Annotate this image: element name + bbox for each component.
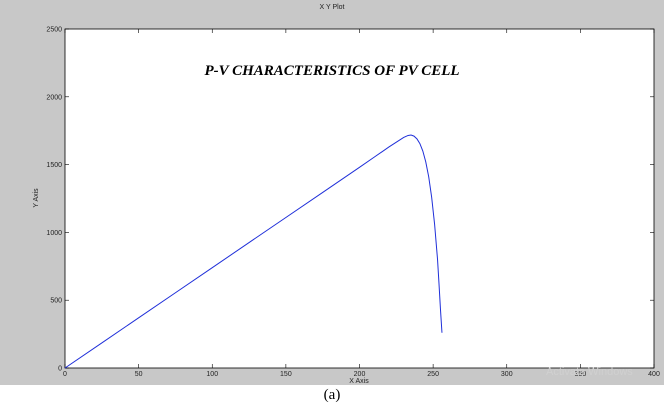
plot-area [64,28,655,369]
x-tick-label: 350 [575,371,587,378]
x-tick-label: 0 [63,371,67,378]
x-tick-label: 150 [280,371,292,378]
x-tick-label: 300 [501,371,513,378]
x-tick-label: 250 [427,371,439,378]
y-tick-label: 2000 [46,94,62,101]
x-axis-label: X Axis [349,378,369,385]
x-tick-label: 50 [135,371,143,378]
y-tick-label: 1000 [46,230,62,237]
activate-windows-watermark: Activate Windows [546,366,633,378]
xy-plot: X Y Plot 0 50 100 150 200 250 300 350 400 0 500 100… [33,4,660,385]
x-tick-label: 100 [206,371,218,378]
axis-ticks: 0 50 100 150 200 250 300 350 400 0 500 1000 1500 2000… [46,27,660,379]
y-tick-label: 2500 [46,27,62,34]
figure-caption: (a) [323,387,341,403]
x-tick-label: 200 [354,371,366,378]
window-title: X Y Plot [319,4,344,11]
x-tick-label: 400 [648,371,660,378]
y-axis-label: Y Axis [33,188,40,208]
pv-curve [64,134,443,369]
y-tick-label: 0 [58,366,62,373]
chart-title: P-V CHARACTERISTICS OF PV CELL [204,63,459,79]
y-tick-label: 500 [50,298,62,305]
y-tick-label: 1500 [46,162,62,169]
